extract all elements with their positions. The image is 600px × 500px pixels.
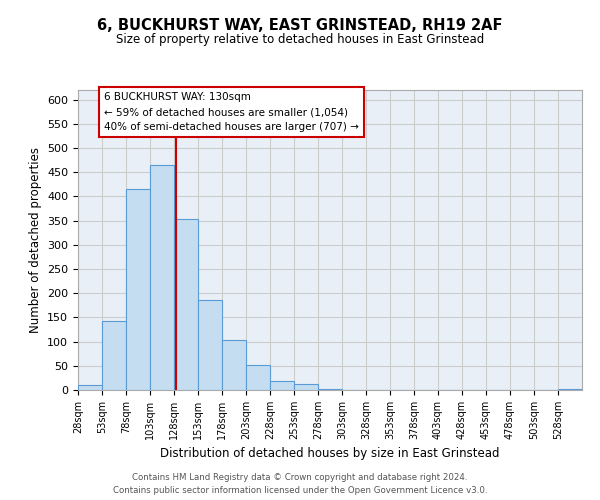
Bar <box>126 189 150 390</box>
Bar <box>270 382 294 390</box>
Y-axis label: Number of detached properties: Number of detached properties <box>29 147 41 333</box>
Text: 6, BUCKHURST WAY, EAST GRINSTEAD, RH19 2AF: 6, BUCKHURST WAY, EAST GRINSTEAD, RH19 2… <box>97 18 503 32</box>
Text: 6 BUCKHURST WAY: 130sqm
← 59% of detached houses are smaller (1,054)
40% of semi: 6 BUCKHURST WAY: 130sqm ← 59% of detache… <box>104 92 359 132</box>
Bar <box>558 389 582 390</box>
Bar <box>198 300 222 390</box>
Text: Contains public sector information licensed under the Open Government Licence v3: Contains public sector information licen… <box>113 486 487 495</box>
Bar <box>150 165 174 390</box>
Bar <box>246 365 270 390</box>
Bar <box>294 384 318 390</box>
Bar <box>78 385 102 390</box>
Bar <box>222 340 246 390</box>
Bar <box>318 389 342 390</box>
Text: Contains HM Land Registry data © Crown copyright and database right 2024.: Contains HM Land Registry data © Crown c… <box>132 472 468 482</box>
X-axis label: Distribution of detached houses by size in East Grinstead: Distribution of detached houses by size … <box>160 448 500 460</box>
Bar <box>102 321 126 390</box>
Bar <box>174 219 198 390</box>
Text: Size of property relative to detached houses in East Grinstead: Size of property relative to detached ho… <box>116 32 484 46</box>
